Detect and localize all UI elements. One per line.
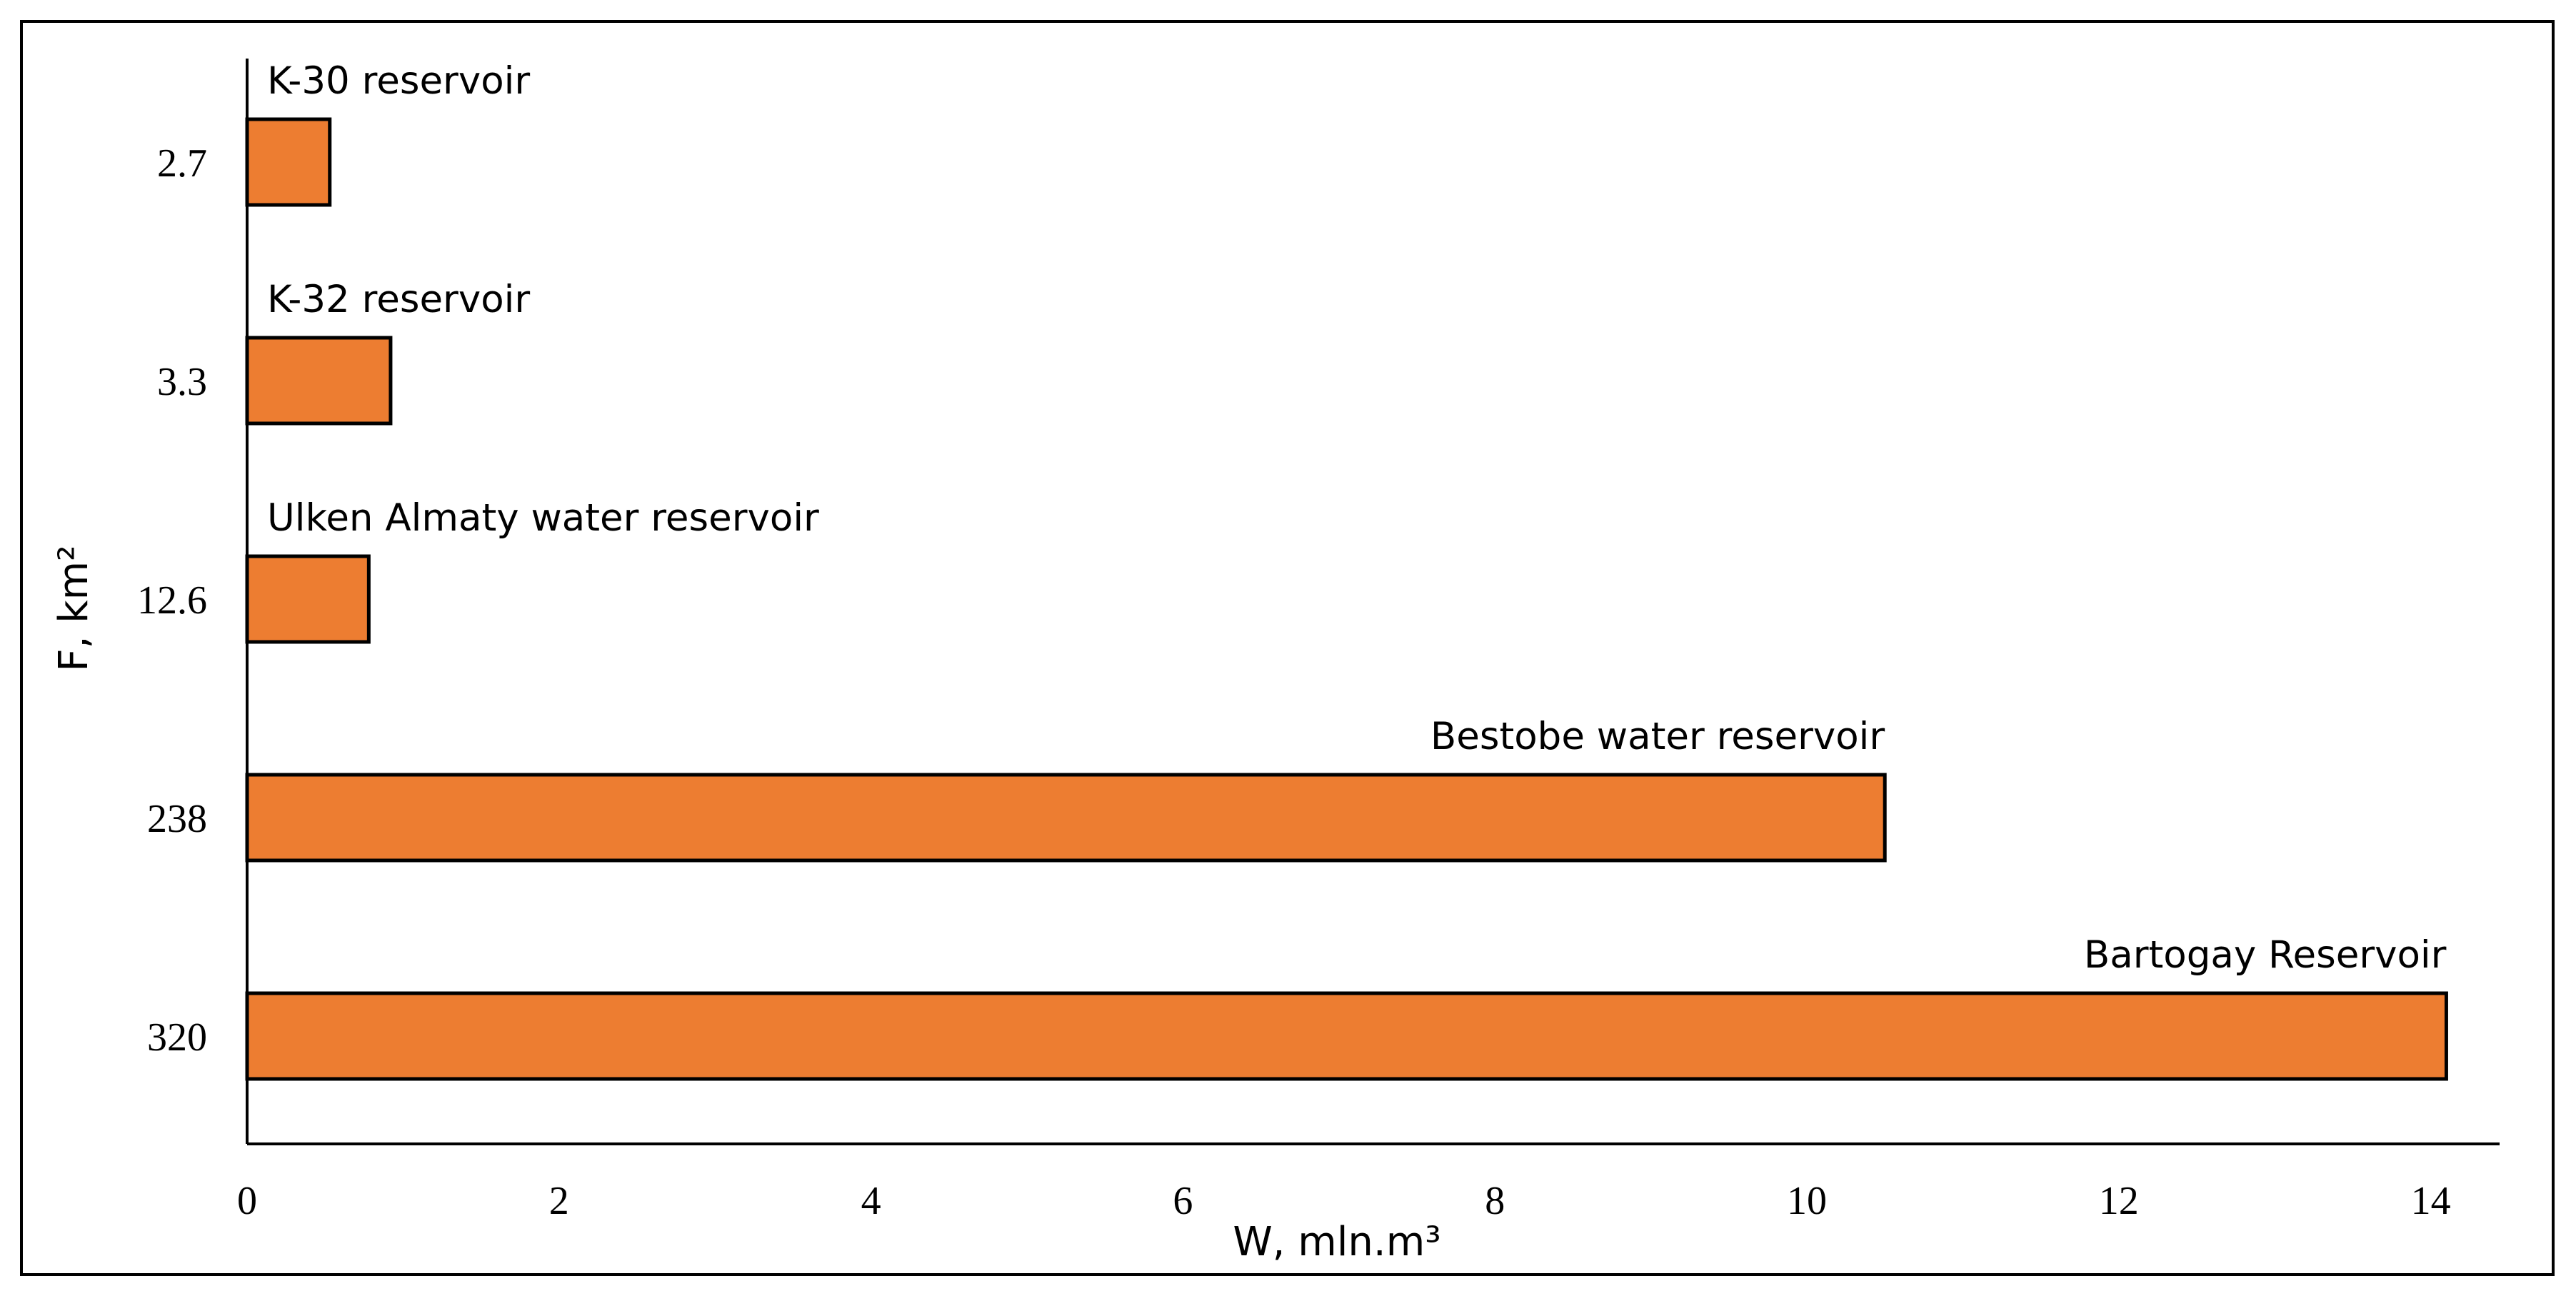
bar-labels: K-30 reservoir K-32 reservoir Ulken Almaty… [267,59,2447,977]
bar-label: K-32 reservoir [267,278,530,321]
x-tick-label: 2 [549,1179,569,1223]
bar-label: Bestobe water reservoir [1430,715,1885,758]
x-tick-label: 6 [1173,1179,1193,1223]
bar [245,991,2448,1081]
bar-label: Bartogay Reservoir [2084,933,2447,977]
x-tick-label: 14 [2411,1179,2451,1223]
x-tick-label: 0 [237,1179,257,1223]
y-tick-label: 3.3 [157,360,207,404]
y-tick-label: 2.7 [157,141,207,186]
bar-label: K-30 reservoir [267,59,530,103]
bars-group [245,117,2448,1081]
bar [245,773,1887,863]
x-tick-label: 8 [1485,1179,1505,1223]
x-tick-label: 4 [861,1179,881,1223]
y-tick-label: 238 [147,797,207,841]
bar [245,554,371,644]
bar-label: Ulken Almaty water reservoir [267,496,819,540]
x-tick-labels: 0 2 4 6 8 10 12 14 [237,1179,2451,1223]
x-axis-title: W, mln.m³ [1233,1219,1440,1265]
y-axis-title: F, km² [51,545,97,671]
chart-border [20,20,2555,1276]
bar [245,117,332,207]
y-tick-label: 12.6 [137,578,207,623]
x-tick-label: 12 [2099,1179,2139,1223]
x-tick-label: 10 [1787,1179,1827,1223]
y-tick-label: 320 [147,1015,207,1060]
bar [245,336,393,426]
y-tick-labels: 2.7 3.3 12.6 238 320 [137,141,207,1060]
